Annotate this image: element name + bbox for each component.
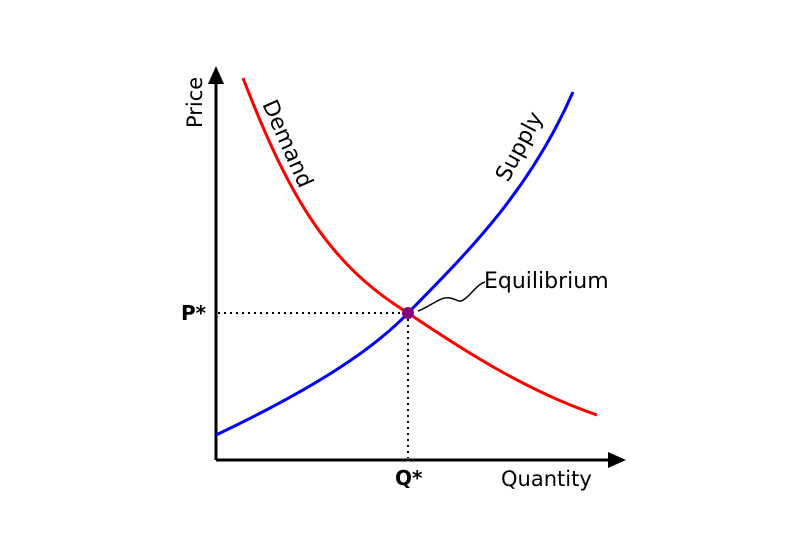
equilibrium-label: Equilibrium: [484, 269, 609, 294]
p-star-label: P*: [181, 301, 207, 325]
y-axis-arrowhead: [208, 66, 224, 84]
demand-curve: [241, 77, 598, 417]
equilibrium-point: [402, 307, 414, 319]
equilibrium-leader-line: [417, 281, 486, 312]
supply-label: Supply: [491, 108, 548, 186]
x-axis-label: Quantity: [501, 467, 592, 491]
y-axis-label: Price: [183, 77, 207, 128]
x-axis-arrowhead: [608, 452, 626, 468]
q-star-label: Q*: [395, 466, 423, 490]
